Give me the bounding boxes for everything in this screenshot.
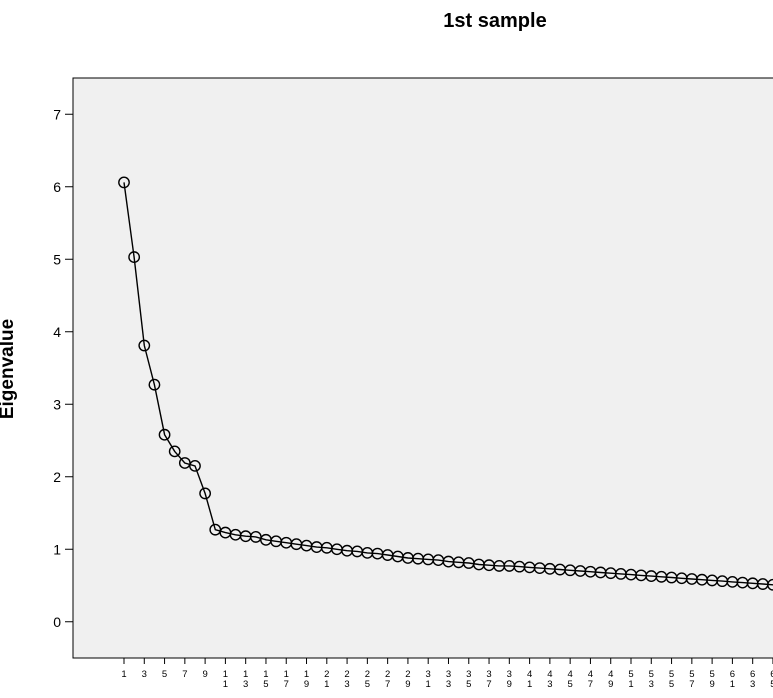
y-tick-7: 7 [53, 106, 73, 122]
data-point-2 [128, 251, 141, 263]
data-point-6 [168, 445, 181, 458]
y-tick-label: 3 [53, 396, 61, 412]
y-tick-label: 0 [53, 614, 61, 630]
y-tick-label: 4 [53, 324, 61, 340]
data-point-1 [118, 176, 130, 189]
series-polyline [123, 182, 773, 586]
x-tick-label: 5 [162, 669, 167, 680]
y-tick-2: 2 [53, 469, 73, 485]
x-tick-1: 1 [121, 658, 127, 680]
data-point-9 [199, 487, 212, 500]
data-point-3 [138, 339, 151, 352]
x-axis: 1 3 5 7 9 1 11 31 51 71 92 12 32 52 72 93 13 33 53 73 94 14 34… [121, 658, 773, 690]
y-tick-label: 5 [53, 251, 61, 267]
y-tick-3: 3 [53, 396, 73, 412]
x-tick-label: 1 [121, 669, 126, 680]
y-tick-4: 4 [53, 324, 73, 340]
y-tick-label: 2 [53, 469, 61, 485]
x-tick-label: 7 [182, 669, 187, 680]
series-line [123, 182, 773, 586]
y-tick-5: 5 [53, 251, 73, 267]
y-tick-label: 7 [53, 106, 61, 122]
x-tick-9: 9 [202, 658, 208, 680]
data-point-4 [148, 378, 161, 391]
x-tick-7: 7 [182, 658, 187, 680]
y-tick-1: 1 [53, 541, 73, 557]
data-points [118, 176, 773, 591]
data-point-5 [158, 428, 171, 441]
chart-title: 1st sample [443, 10, 547, 32]
y-tick-label: 6 [53, 179, 61, 195]
x-tick-label: 9 [202, 669, 207, 680]
x-tick-5: 5 [162, 658, 167, 680]
y-tick-label: 1 [53, 541, 61, 557]
y-tick-0: 0 [53, 614, 73, 630]
x-tick-label: 3 [142, 669, 147, 680]
data-point-8 [189, 459, 201, 472]
x-tick-3: 3 [142, 658, 147, 680]
y-tick-6: 6 [53, 179, 73, 195]
plot-area [72, 77, 773, 659]
y-axis: 0 1 2 3 4 5 6 7 [53, 106, 73, 630]
